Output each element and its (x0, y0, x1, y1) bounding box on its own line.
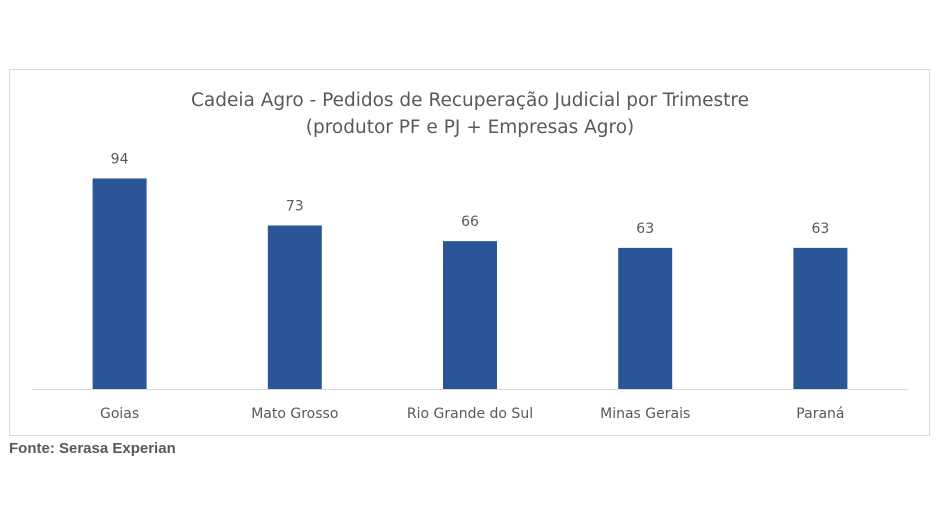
chart-subtitle: (produtor PF e PJ + Empresas Agro) (305, 117, 635, 138)
x-tick-label: Goias (100, 406, 139, 422)
x-tick-label: Minas Gerais (600, 406, 690, 422)
bar-mato-grosso (267, 225, 322, 389)
data-label: 63 (636, 221, 654, 237)
data-label: 66 (461, 214, 479, 230)
bar-rio-grande-do-sul (443, 241, 497, 389)
chart-title: Cadeia Agro - Pedidos de Recuperação Jud… (191, 90, 749, 111)
x-tick-label: Rio Grande do Sul (407, 406, 533, 422)
x-tick-label: Paraná (796, 406, 844, 422)
chart-title-block: Cadeia Agro - Pedidos de Recuperação Jud… (0, 87, 940, 141)
data-label: 63 (811, 221, 829, 237)
data-label: 73 (286, 198, 304, 214)
x-tick-label: Mato Grosso (251, 406, 338, 422)
data-label: 94 (111, 151, 129, 167)
bar-minas-gerais (618, 247, 673, 389)
bar-goias (92, 178, 147, 389)
source-note: Fonte: Serasa Experian (9, 440, 176, 457)
bars-layer: 94 Goias 73 Mato Grosso 66 Rio Grande do Sul 6… (92, 151, 848, 422)
bar-paran- (793, 247, 848, 389)
